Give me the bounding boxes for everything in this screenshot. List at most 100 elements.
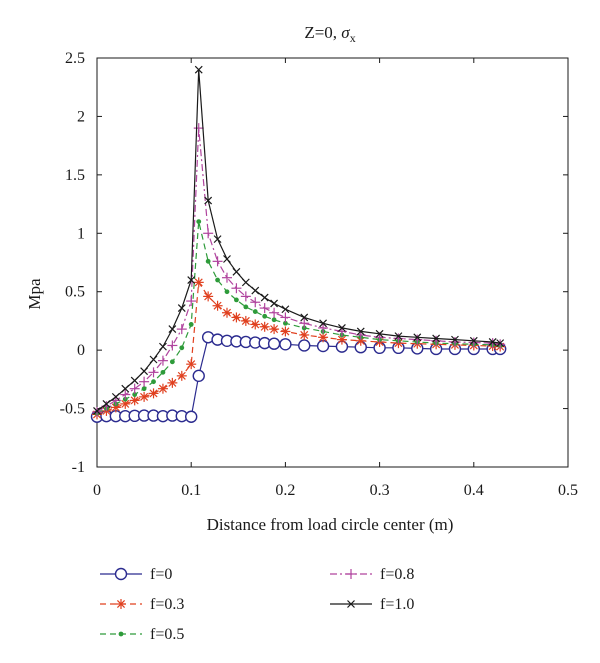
data-point: [111, 392, 120, 401]
x-axis-title: Distance from load circle center (m): [207, 515, 454, 534]
data-point: [120, 389, 131, 400]
y-axis-title: Mpa: [25, 278, 44, 310]
data-point: [337, 324, 346, 332]
data-point: [356, 327, 365, 336]
series-f=1.0: [93, 65, 505, 415]
axes: 0 0.1 0.2 0.3 0.4 0.5 -1 -0.5 0 0.5 1 1.5 2 2.5: [60, 50, 578, 499]
data-point: [186, 296, 197, 307]
chart-title: Z=0, σx: [304, 23, 355, 45]
data-point: [231, 283, 242, 294]
legend-label: f=1.0: [380, 596, 414, 613]
data-point: [212, 300, 223, 311]
data-point: [234, 297, 239, 303]
data-point: [432, 334, 441, 343]
data-point: [141, 386, 147, 392]
data-point: [283, 320, 288, 326]
chart-title-main: Z=0,: [304, 23, 341, 42]
legend-marker: [347, 600, 355, 608]
data-point: [468, 337, 479, 348]
data-point: [270, 299, 279, 308]
data-point: [231, 312, 242, 323]
data-point: [269, 324, 280, 335]
data-point: [280, 312, 291, 323]
legend-marker: [116, 599, 126, 609]
legend-marker: [118, 631, 124, 637]
data-point: [148, 388, 159, 399]
data-point: [250, 297, 261, 308]
data-point: [223, 255, 231, 263]
data-point: [224, 289, 230, 295]
data-point: [259, 321, 270, 332]
legend-label: f=0.8: [380, 566, 414, 583]
data-point: [177, 304, 186, 312]
legend-label: f=0: [150, 566, 172, 583]
data-point: [259, 303, 270, 314]
y-tick-label: 2: [77, 108, 85, 125]
data-point: [176, 324, 187, 335]
data-point: [213, 235, 222, 244]
data-point: [149, 355, 158, 364]
data-point: [232, 267, 241, 276]
data-point: [271, 317, 277, 323]
legend-item: f=0.3: [100, 596, 184, 613]
data-point: [139, 376, 150, 387]
data-point: [496, 339, 505, 348]
data-point: [93, 406, 101, 415]
data-point: [281, 305, 290, 314]
data-point: [355, 335, 366, 346]
data-point: [299, 329, 310, 340]
data-point: [151, 379, 156, 385]
data-point: [132, 392, 138, 397]
data-point: [495, 339, 506, 350]
data-point: [187, 276, 196, 284]
data-point: [298, 339, 311, 352]
data-point: [221, 307, 232, 318]
data-point: [130, 376, 139, 385]
data-point: [262, 313, 268, 319]
data-point: [92, 407, 102, 418]
y-tick-label: -0.5: [60, 401, 85, 418]
series-layer: [90, 65, 507, 423]
x-tick-label: 0.4: [464, 482, 484, 499]
data-point: [260, 293, 269, 302]
data-point: [188, 322, 194, 327]
legend-label: f=0.3: [150, 596, 184, 613]
data-point: [451, 335, 459, 344]
data-point: [192, 369, 205, 383]
data-point: [487, 338, 498, 349]
data-point: [394, 332, 403, 341]
data-point: [413, 333, 422, 342]
plot-frame: [96, 57, 569, 468]
chart-title-symbol: σ: [341, 23, 350, 42]
series-f=0.8: [92, 123, 506, 418]
legend-item: f=0: [100, 566, 172, 583]
data-point: [412, 334, 423, 345]
data-point: [269, 307, 280, 318]
legend-marker: [346, 569, 356, 579]
data-point: [167, 340, 178, 351]
data-point: [194, 65, 203, 74]
data-point: [186, 359, 197, 370]
data-point: [205, 258, 211, 264]
data-point: [203, 291, 214, 302]
legend: f=0 f=0.3 f=0.5 f=0.8 f=1.0: [100, 566, 414, 643]
data-point: [212, 256, 223, 267]
data-point: [204, 196, 213, 205]
y-tick-label: 1: [77, 225, 85, 242]
series-line: [96, 69, 501, 412]
data-point: [215, 277, 220, 283]
data-point: [176, 370, 187, 381]
y-tick-label: 0: [77, 342, 85, 359]
data-point: [179, 345, 185, 351]
data-point: [241, 278, 250, 287]
data-point: [431, 335, 442, 346]
y-tick-label: 2.5: [65, 50, 85, 67]
y-tick-label: 0.5: [65, 284, 85, 301]
data-point: [319, 319, 328, 328]
data-point: [240, 291, 251, 302]
data-point: [184, 410, 198, 423]
legend-item: f=0.5: [100, 626, 184, 643]
data-point: [243, 304, 249, 310]
data-point: [196, 219, 202, 225]
